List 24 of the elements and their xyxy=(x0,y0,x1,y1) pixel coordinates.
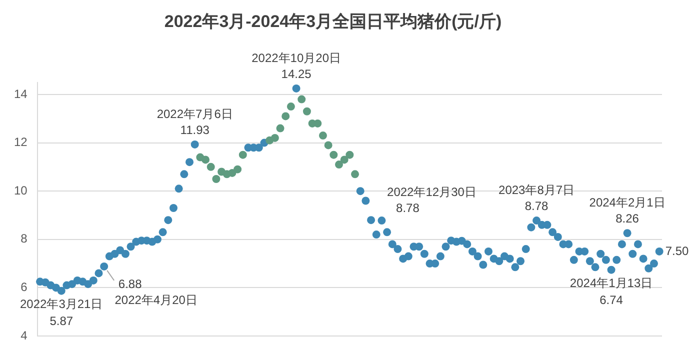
data-label: 11.93 xyxy=(180,122,210,137)
annotation: 2022年4月20日 xyxy=(114,292,198,307)
y-tick-label: 10 xyxy=(14,183,28,198)
chart-title: 2022年3月-2024年3月全国日平均猪价(元/斤) xyxy=(164,12,502,31)
annotation: 2024年1月13日 xyxy=(570,276,653,290)
data-label: 8.78 xyxy=(396,200,420,215)
y-tick-label: 8 xyxy=(20,232,28,246)
annotation: 2022年12月30日 xyxy=(387,184,476,199)
text: 2022年10月20日 xyxy=(252,50,341,65)
data-label: 7.50 xyxy=(665,244,690,258)
y-tick-label: 14 xyxy=(14,86,28,101)
annotation: 2022年7月6日 xyxy=(156,106,233,121)
data-label: 14.25 xyxy=(281,66,312,81)
annotation: 2024年2月1日 xyxy=(589,195,666,210)
data-label: 6.74 xyxy=(600,293,624,308)
data-label: 8.26 xyxy=(616,211,640,226)
y-tick-label: 12 xyxy=(14,135,28,150)
y-tick-label: 4 xyxy=(20,328,28,342)
data-label: 6.88 xyxy=(118,276,142,291)
data-label: 8.78 xyxy=(524,198,549,213)
data-label: 5.87 xyxy=(50,314,74,328)
annotation: 2023年8月7日 xyxy=(498,182,575,197)
annotation: 2022年3月21日 xyxy=(20,297,103,312)
y-tick-label: 6 xyxy=(20,280,28,294)
